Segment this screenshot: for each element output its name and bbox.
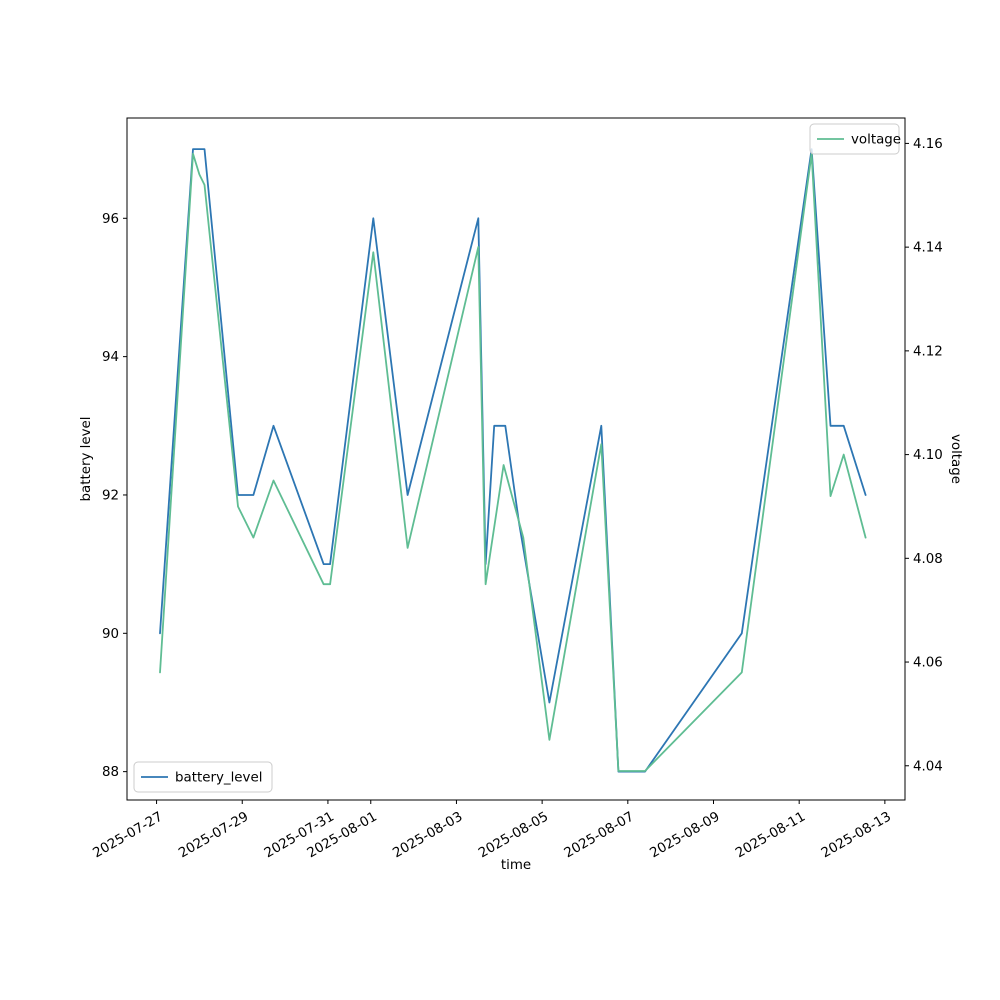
- y-right-tick-label: 4.16: [913, 137, 943, 152]
- x-axis-tick-label: 2025-07-29: [176, 809, 251, 861]
- y-right-tick-label: 4.04: [913, 759, 943, 774]
- x-axis-tick-label: 2025-08-11: [733, 809, 808, 861]
- legend-voltage-frame: [809, 123, 900, 155]
- y-left-tick-label: 94: [102, 350, 119, 365]
- legend-voltage-label: voltage: [851, 133, 901, 148]
- x-axis-tick-label: 2025-08-09: [648, 809, 723, 861]
- y-axis-label-right: voltage: [948, 434, 963, 484]
- x-axis-tick-label: 2025-08-13: [819, 809, 894, 861]
- battery_level-line: [159, 148, 867, 773]
- x-axis-label: time: [501, 858, 531, 873]
- y-left-tick-label: 88: [102, 765, 119, 780]
- legend-voltage: voltage: [809, 123, 901, 155]
- y-left-tick-label: 92: [102, 488, 119, 503]
- y-left-tick-label: 90: [102, 627, 119, 642]
- y-right-tick-label: 4.08: [913, 552, 943, 567]
- plot-area: [126, 117, 906, 801]
- x-axis-tick-label: 2025-08-07: [562, 809, 637, 861]
- y-right-tick-label: 4.14: [913, 241, 943, 256]
- axes-ticks: 2025-07-27 2025-07-29 2025-07-312025-08-01…: [91, 137, 943, 861]
- y-left-tick-label: 96: [102, 212, 119, 227]
- y-right-tick-label: 4.06: [913, 656, 943, 671]
- series-lines: [159, 148, 867, 773]
- legend-battery-frame: [133, 761, 273, 793]
- y-axis-label-left: battery level: [79, 417, 94, 502]
- voltage-line: [159, 152, 867, 772]
- x-axis-tick-label: 2025-08-03: [391, 809, 466, 861]
- y-right-tick-label: 4.10: [913, 448, 943, 463]
- x-axis-tick-label: 2025-07-27: [91, 809, 166, 861]
- legend-battery-label: battery_level: [175, 771, 262, 786]
- x-axis-tick-label: 2025-08-05: [476, 809, 551, 861]
- y-right-tick-label: 4.12: [913, 344, 943, 359]
- legend-battery-level: battery_level: [133, 761, 273, 793]
